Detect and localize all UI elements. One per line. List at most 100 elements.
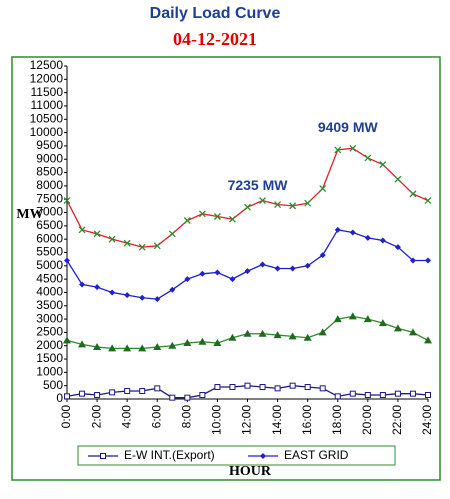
x-tick-label: 8:00 — [180, 405, 194, 429]
annotation: 7235 MW — [228, 177, 289, 193]
legend-marker — [260, 453, 266, 459]
point — [348, 312, 357, 320]
point — [199, 392, 206, 399]
point — [378, 319, 387, 327]
point — [169, 394, 176, 401]
point — [108, 235, 116, 243]
point — [78, 340, 87, 348]
y-tick-label: 9500 — [36, 138, 63, 152]
y-tick-label: 11000 — [31, 98, 64, 112]
x-tick-label: 10:00 — [210, 405, 224, 435]
point — [228, 215, 236, 223]
y-tick-label: 1500 — [36, 351, 63, 365]
x-tick-label: 12:00 — [240, 405, 254, 435]
y-tick-label: 4000 — [36, 285, 63, 299]
y-tick-label: 12500 — [30, 58, 64, 72]
point — [289, 202, 297, 210]
x-tick-label: 22:00 — [390, 405, 404, 435]
point — [394, 244, 401, 251]
point — [64, 257, 70, 264]
y-tick-label: 11500 — [31, 85, 64, 99]
legend-label: E-W INT.(Export) — [124, 448, 215, 462]
point — [274, 265, 281, 272]
point — [409, 190, 417, 198]
point — [244, 203, 251, 211]
point — [183, 217, 191, 224]
point — [274, 385, 281, 392]
chart-frame — [11, 56, 441, 481]
point — [304, 384, 311, 391]
point — [94, 284, 101, 291]
point — [153, 242, 161, 250]
point — [409, 390, 416, 397]
point — [274, 201, 282, 208]
point — [198, 210, 206, 218]
y-tick-label: 7500 — [36, 191, 63, 205]
y-tick-label: 10500 — [30, 111, 64, 125]
point — [124, 388, 131, 395]
point — [214, 269, 221, 276]
y-tick-label: 8000 — [36, 178, 63, 192]
point — [108, 344, 117, 352]
point — [349, 390, 356, 397]
point — [393, 324, 402, 332]
legend-box — [77, 445, 396, 466]
legend-label: EAST GRID — [284, 448, 349, 462]
point — [303, 333, 312, 341]
point — [273, 331, 282, 339]
y-tick-label: 12000 — [30, 71, 64, 85]
point — [259, 197, 267, 204]
point — [123, 344, 132, 352]
point — [94, 392, 101, 399]
point — [139, 294, 146, 301]
annotation: 9409 MW — [318, 119, 379, 135]
point — [198, 337, 207, 345]
point — [288, 332, 297, 340]
point — [318, 328, 327, 336]
series-line — [66, 147, 429, 248]
point — [304, 262, 311, 269]
y-tick-label: 8500 — [36, 165, 63, 179]
y-tick-label: 4500 — [36, 271, 63, 285]
x-tick-label: 14:00 — [270, 405, 284, 435]
y-tick-label: 7000 — [36, 205, 63, 219]
point — [364, 234, 371, 241]
point — [349, 144, 357, 152]
x-tick-label: 20:00 — [360, 405, 374, 435]
point — [349, 229, 356, 236]
point — [425, 392, 431, 399]
point — [364, 392, 371, 399]
y-tick-label: 6000 — [36, 231, 63, 245]
point — [138, 344, 147, 352]
point — [304, 199, 312, 207]
point — [168, 341, 177, 349]
point — [79, 390, 86, 397]
point — [154, 296, 161, 303]
point — [394, 390, 401, 397]
point — [409, 257, 416, 264]
x-tick-label: 4:00 — [119, 405, 133, 429]
point — [425, 257, 431, 264]
x-tick-label: 6:00 — [149, 405, 163, 429]
point — [289, 265, 296, 272]
point — [319, 185, 327, 193]
point — [259, 384, 266, 391]
point — [289, 382, 296, 389]
y-tick-label: 2500 — [36, 325, 63, 339]
y-tick-label: 9000 — [36, 151, 63, 165]
y-tick-label: 3000 — [36, 311, 63, 325]
point — [78, 226, 86, 234]
y-tick-label: 5000 — [36, 258, 63, 272]
point — [79, 281, 86, 288]
y-tick-label: 500 — [43, 378, 63, 392]
point — [228, 333, 237, 341]
y-tick-label: 10000 — [30, 125, 64, 139]
point — [214, 384, 221, 391]
legend-marker — [100, 453, 106, 459]
point — [259, 261, 266, 268]
point — [63, 197, 71, 204]
x-axis-label: HOUR — [229, 464, 272, 479]
point — [169, 286, 176, 293]
point — [379, 237, 386, 244]
